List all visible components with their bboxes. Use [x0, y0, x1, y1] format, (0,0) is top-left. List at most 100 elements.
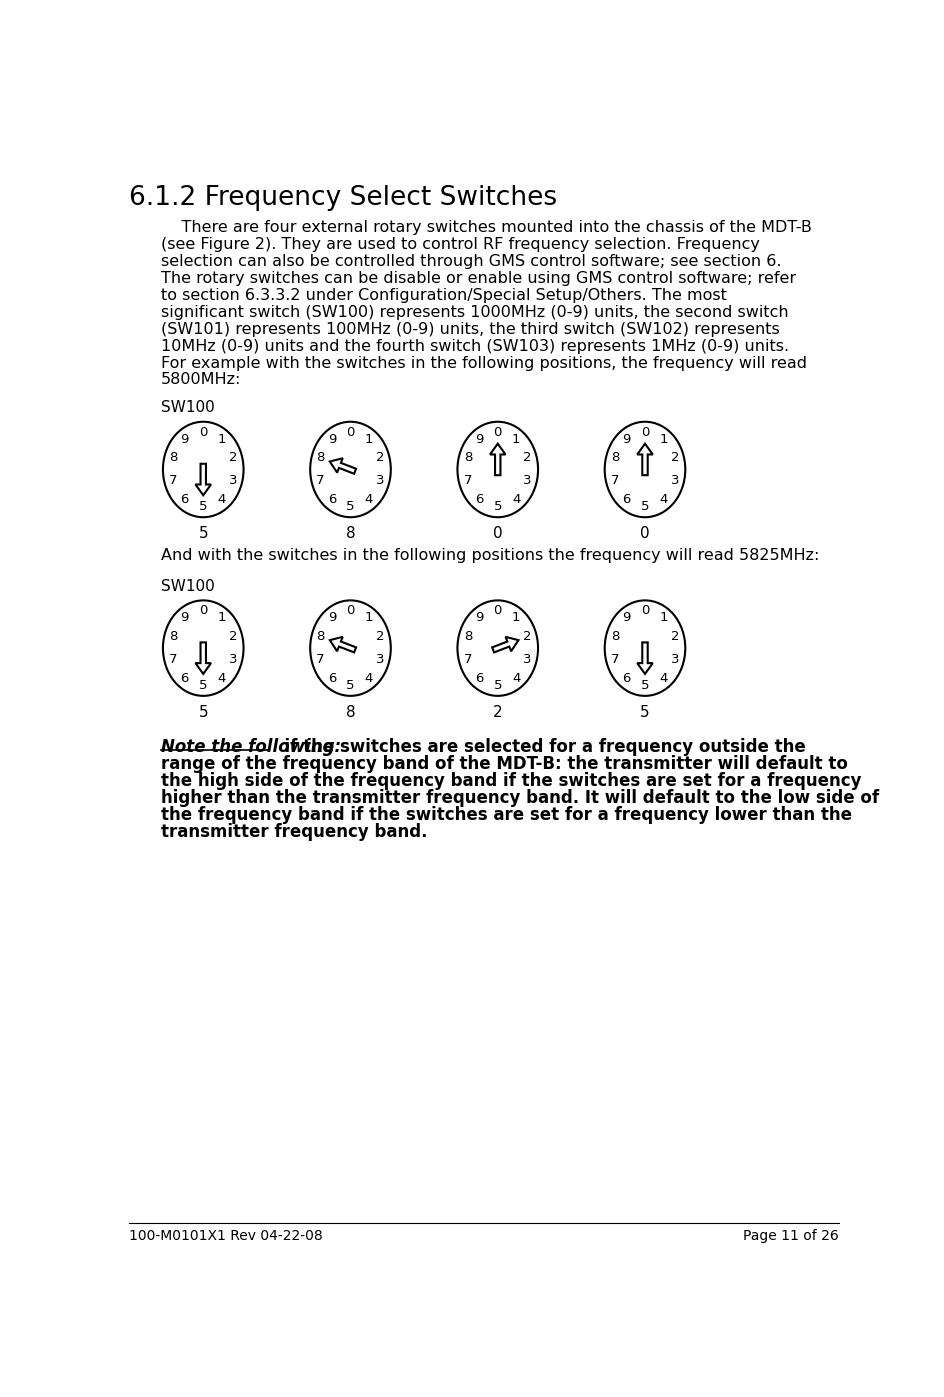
Text: 4: 4 [659, 493, 667, 506]
Text: 3: 3 [670, 654, 679, 666]
Text: 5: 5 [494, 500, 502, 513]
Text: 9: 9 [328, 612, 336, 624]
Text: 6: 6 [328, 672, 336, 685]
Text: 4: 4 [217, 493, 226, 506]
Text: range of the frequency band of the MDT-B: the transmitter will default to: range of the frequency band of the MDT-B… [160, 756, 848, 773]
Text: 8: 8 [611, 451, 619, 464]
FancyArrow shape [195, 464, 211, 496]
Text: 7: 7 [611, 475, 619, 488]
Text: 0: 0 [199, 426, 208, 439]
Text: 3: 3 [376, 475, 384, 488]
Text: 7: 7 [464, 475, 472, 488]
Text: 0: 0 [493, 527, 502, 542]
Text: 8: 8 [346, 705, 355, 719]
Text: 0: 0 [494, 605, 502, 617]
Text: 8: 8 [346, 527, 355, 542]
Text: 8: 8 [611, 630, 619, 643]
Text: 1: 1 [512, 612, 520, 624]
Text: the high side of the frequency band if the switches are set for a frequency: the high side of the frequency band if t… [160, 773, 861, 791]
Text: 3: 3 [228, 654, 237, 666]
Text: SW100: SW100 [160, 400, 214, 415]
Text: 2: 2 [228, 630, 237, 643]
Text: (see Figure 2). They are used to control RF frequency selection. Frequency: (see Figure 2). They are used to control… [160, 237, 760, 251]
Text: 100-M0101X1 Rev 04-22-08: 100-M0101X1 Rev 04-22-08 [128, 1229, 323, 1243]
Text: (SW101) represents 100MHz (0-9) units, the third switch (SW102) represents: (SW101) represents 100MHz (0-9) units, t… [160, 321, 780, 337]
Text: 1: 1 [659, 612, 667, 624]
Text: 5: 5 [640, 705, 649, 719]
Text: 1: 1 [512, 433, 520, 446]
Text: 2: 2 [376, 451, 384, 464]
Text: 5: 5 [199, 679, 208, 692]
Text: 5: 5 [346, 500, 355, 513]
Text: For example with the switches in the following positions, the frequency will rea: For example with the switches in the fol… [160, 355, 806, 370]
Text: significant switch (SW100) represents 1000MHz (0-9) units, the second switch: significant switch (SW100) represents 10… [160, 305, 788, 320]
Text: 2: 2 [523, 630, 531, 643]
Text: 7: 7 [169, 475, 177, 488]
Text: 3: 3 [523, 654, 531, 666]
FancyArrow shape [329, 637, 356, 652]
Text: 1: 1 [217, 612, 226, 624]
Text: 6: 6 [180, 493, 189, 506]
Text: 6: 6 [622, 493, 631, 506]
Text: 3: 3 [523, 475, 531, 488]
Text: higher than the transmitter frequency band. It will default to the low side of: higher than the transmitter frequency ba… [160, 789, 879, 807]
Text: There are four external rotary switches mounted into the chassis of the MDT-B: There are four external rotary switches … [160, 219, 812, 235]
Text: And with the switches in the following positions the frequency will read 5825MHz: And with the switches in the following p… [160, 548, 819, 563]
Text: 6: 6 [622, 672, 631, 685]
Text: 1: 1 [364, 433, 373, 446]
Text: 0: 0 [346, 426, 355, 439]
Text: 5800MHz:: 5800MHz: [160, 373, 241, 387]
Text: 2: 2 [228, 451, 237, 464]
Text: 2: 2 [670, 630, 679, 643]
FancyArrow shape [492, 637, 518, 652]
Text: 7: 7 [316, 654, 325, 666]
FancyArrow shape [195, 643, 211, 673]
Text: 4: 4 [217, 672, 226, 685]
Text: 0: 0 [641, 605, 649, 617]
Text: 3: 3 [228, 475, 237, 488]
Text: 0: 0 [640, 527, 649, 542]
FancyArrow shape [637, 643, 652, 673]
Text: 4: 4 [512, 493, 520, 506]
Text: 6: 6 [328, 493, 336, 506]
Text: 1: 1 [659, 433, 667, 446]
Text: 5: 5 [494, 679, 502, 692]
Text: 9: 9 [180, 433, 189, 446]
Text: 7: 7 [316, 475, 325, 488]
Text: Page 11 of 26: Page 11 of 26 [743, 1229, 839, 1243]
Text: 2: 2 [523, 451, 531, 464]
Text: 6.1.2 Frequency Select Switches: 6.1.2 Frequency Select Switches [128, 184, 557, 211]
Text: 8: 8 [464, 630, 472, 643]
Text: selection can also be controlled through GMS control software; see section 6.: selection can also be controlled through… [160, 254, 781, 268]
Text: the frequency band if the switches are set for a frequency lower than the: the frequency band if the switches are s… [160, 806, 851, 824]
Text: 9: 9 [475, 433, 483, 446]
Text: 5: 5 [198, 705, 208, 719]
Text: if the switches are selected for a frequency outside the: if the switches are selected for a frequ… [273, 738, 806, 756]
Text: 1: 1 [217, 433, 226, 446]
Text: 5: 5 [199, 500, 208, 513]
Text: 7: 7 [611, 654, 619, 666]
Text: 9: 9 [180, 612, 189, 624]
Text: 0: 0 [641, 426, 649, 439]
FancyArrow shape [490, 444, 505, 475]
Text: 5: 5 [641, 679, 649, 692]
Text: 7: 7 [169, 654, 177, 666]
Text: 8: 8 [169, 451, 177, 464]
Text: 2: 2 [376, 630, 384, 643]
Text: 8: 8 [316, 451, 325, 464]
Text: The rotary switches can be disable or enable using GMS control software; refer: The rotary switches can be disable or en… [160, 271, 796, 286]
FancyArrow shape [637, 444, 652, 475]
Text: 9: 9 [475, 612, 483, 624]
Text: 4: 4 [659, 672, 667, 685]
Text: 9: 9 [328, 433, 336, 446]
Text: 1: 1 [364, 612, 373, 624]
Text: 2: 2 [670, 451, 679, 464]
Text: 8: 8 [464, 451, 472, 464]
Text: 2: 2 [493, 705, 502, 719]
Text: 10MHz (0-9) units and the fourth switch (SW103) represents 1MHz (0-9) units.: 10MHz (0-9) units and the fourth switch … [160, 338, 789, 353]
Text: 9: 9 [622, 612, 631, 624]
Text: 3: 3 [670, 475, 679, 488]
Text: 6: 6 [475, 493, 483, 506]
Text: to section 6.3.3.2 under Configuration/Special Setup/Others. The most: to section 6.3.3.2 under Configuration/S… [160, 288, 727, 303]
Text: 5: 5 [346, 679, 355, 692]
